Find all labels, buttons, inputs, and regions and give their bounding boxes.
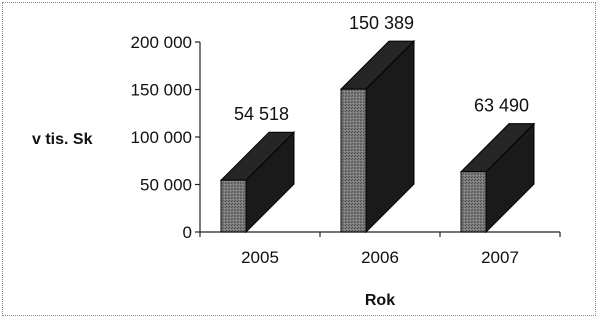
bar-2005 bbox=[219, 131, 296, 234]
x-tick-label: 2006 bbox=[361, 248, 399, 267]
y-tick-label: 50 000 bbox=[140, 176, 192, 195]
x-ticks: 2005 2006 2007 bbox=[199, 232, 561, 267]
data-label-2007: 63 490 bbox=[474, 96, 529, 116]
x-tick-label: 2007 bbox=[481, 248, 519, 267]
bar-2007 bbox=[459, 122, 536, 234]
data-labels: 54 518 150 389 63 490 bbox=[234, 13, 529, 124]
y-tick-label: 150 000 bbox=[131, 81, 192, 100]
y-tick-label: 200 000 bbox=[131, 33, 192, 52]
y-axis-title: v tis. Sk bbox=[32, 131, 93, 148]
y-tick-label: 100 000 bbox=[131, 128, 192, 147]
x-tick-label: 2005 bbox=[241, 248, 279, 267]
data-label-2006: 150 389 bbox=[349, 13, 414, 33]
data-label-2005: 54 518 bbox=[234, 104, 289, 124]
bar-front-face bbox=[220, 179, 247, 233]
y-ticks: 0 50 000 100 000 150 000 200 000 bbox=[131, 33, 200, 242]
bar-2006 bbox=[339, 39, 416, 234]
y-tick-label: 0 bbox=[183, 223, 192, 242]
bar-front-face bbox=[340, 88, 367, 233]
bars bbox=[219, 39, 536, 234]
x-axis-title: Rok bbox=[365, 292, 395, 309]
bar-front-face bbox=[460, 171, 487, 233]
